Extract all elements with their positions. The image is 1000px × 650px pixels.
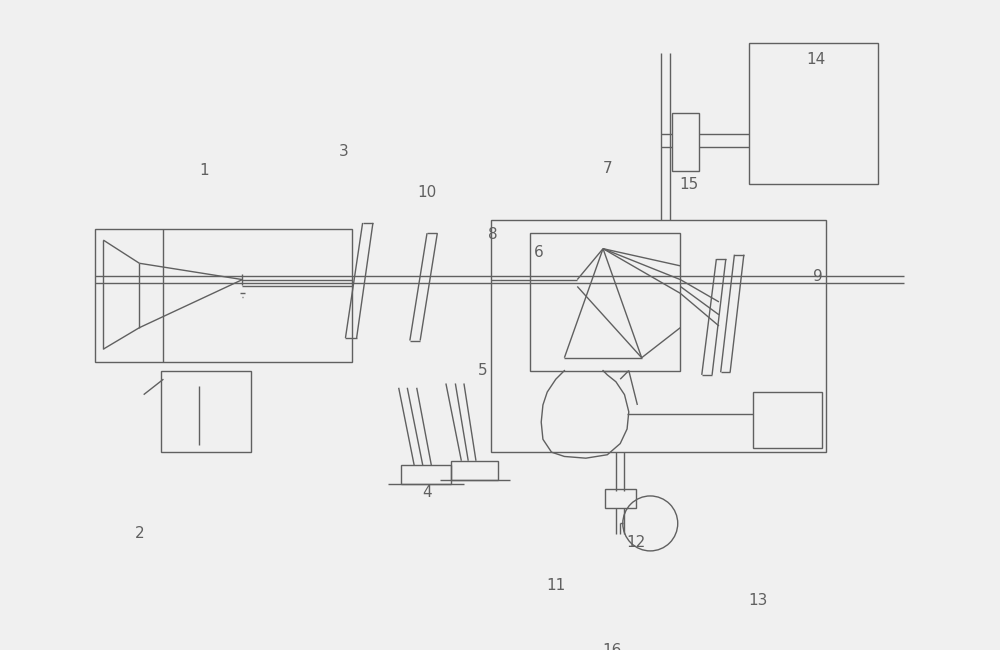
Bar [530,233,680,370]
Text: 15: 15 [679,177,699,192]
Text: 5: 5 [478,363,488,378]
Text: 11: 11 [546,578,565,593]
Text: 13: 13 [748,593,767,608]
Text: 6: 6 [534,244,544,259]
Bar [672,113,699,172]
Bar [95,229,352,362]
Text: 2: 2 [135,526,144,541]
Text: 10: 10 [417,185,437,200]
Bar [161,370,251,452]
Text: 3: 3 [339,144,349,159]
Text: 8: 8 [488,227,498,242]
Bar [749,43,878,184]
Text: 12: 12 [626,535,645,550]
Text: 9: 9 [813,268,823,283]
Text: 4: 4 [422,485,432,500]
Text: 7: 7 [603,161,612,176]
Bar [491,220,826,452]
Bar [451,461,498,480]
Text: 14: 14 [806,52,826,67]
Bar [753,392,822,448]
Bar [605,489,636,508]
Bar [401,465,451,484]
Text: 1: 1 [199,163,209,178]
Text: 16: 16 [602,643,621,650]
